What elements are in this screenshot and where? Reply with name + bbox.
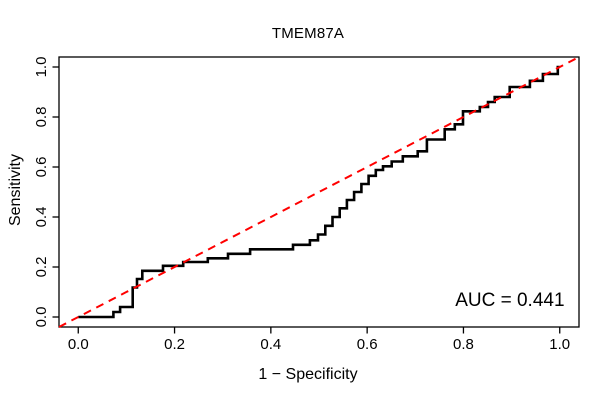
plot-area: 0.0 0.2 0.4 0.6 0.8 1.0 0.0 0.2 0.4 0.6 0.8 1.0 AUC … [33, 56, 580, 353]
y-tick-label: 1.0 [33, 57, 50, 78]
auc-annotation: AUC = 0.441 [455, 290, 564, 311]
y-tick-label: 0.0 [33, 307, 50, 328]
y-tick-label: 0.8 [33, 107, 50, 128]
x-tick-label: 0.2 [164, 336, 185, 353]
y-axis-label: Sensitivity [7, 154, 24, 226]
x-tick-label: 0.6 [357, 336, 378, 353]
x-tick-label: 0.8 [453, 336, 474, 353]
y-tick-label: 0.2 [33, 257, 50, 278]
roc-curve-line [78, 65, 560, 319]
chart-title: TMEM87A [272, 25, 344, 42]
x-tick-label: 1.0 [549, 336, 570, 353]
x-tick-label: 0.0 [68, 336, 89, 353]
y-tick-label: 0.6 [33, 157, 50, 178]
plot-frame [58, 56, 580, 328]
x-axis-label: 1 − Specificity [258, 366, 357, 383]
x-tick-label: 0.4 [260, 336, 281, 353]
y-tick-label: 0.4 [33, 207, 50, 228]
